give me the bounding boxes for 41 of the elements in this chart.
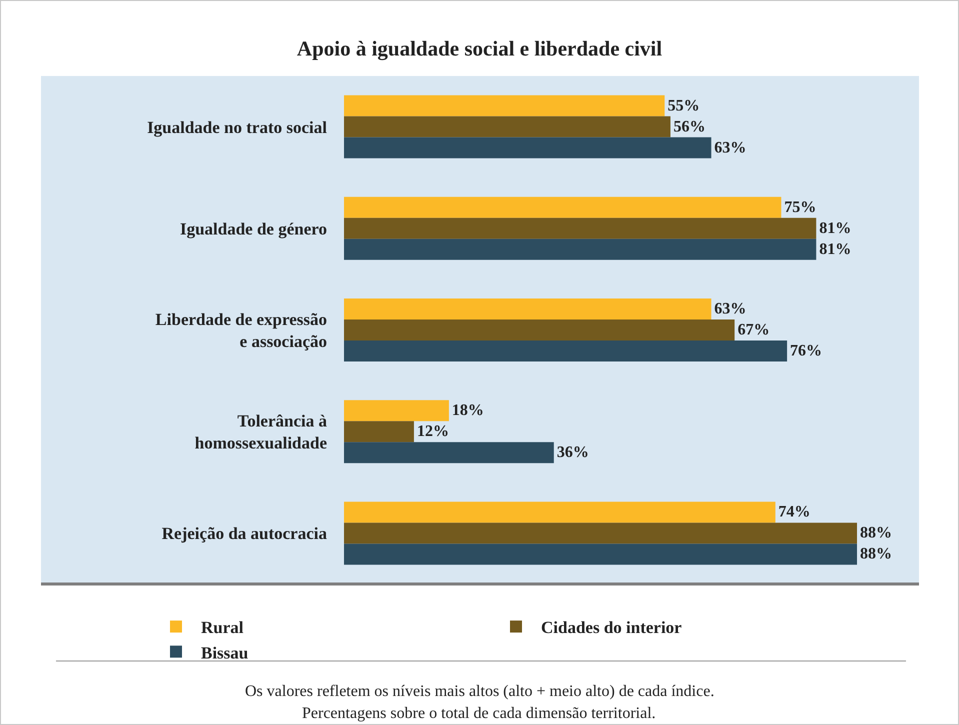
data-label: 74% — [778, 504, 810, 521]
bar — [344, 116, 670, 138]
bar — [344, 340, 788, 362]
bar — [344, 421, 414, 442]
y-tick-label: Rejeição da autocracia — [162, 524, 328, 544]
y-tick-label: Liberdade de expressão e associação — [155, 310, 327, 351]
bar — [344, 544, 857, 565]
bar — [344, 400, 449, 422]
bar — [344, 95, 665, 116]
chart-title: Apoio à igualdade social e liberdade civil — [296, 36, 662, 60]
legend-label: Cidades do interior — [541, 618, 682, 638]
bar — [344, 502, 776, 523]
data-label: 56% — [673, 118, 706, 136]
bar — [344, 238, 816, 260]
data-label: 12% — [416, 423, 449, 440]
bar — [344, 196, 782, 218]
data-label: 18% — [452, 402, 484, 420]
data-label: 63% — [714, 300, 746, 318]
data-label: 36% — [556, 444, 589, 462]
y-tick-label: Igualdade no trato social — [147, 118, 328, 137]
bar — [344, 137, 712, 158]
data-label: 76% — [790, 342, 822, 360]
data-label: 55% — [668, 97, 700, 114]
text: Os valores refletem os níveis mais altos (alto + meio alto) de cada índice. — [245, 683, 714, 700]
data-label: 75% — [784, 198, 816, 216]
y-tick-label: Tolerância à homossexualidade — [194, 412, 328, 453]
bar — [344, 320, 735, 340]
legend-label: Rural — [201, 618, 244, 638]
legend-label: Bissau — [201, 643, 248, 662]
data-label: 81% — [819, 220, 852, 237]
text: Percentagens sobre o total de cada dimensão territorial. — [302, 705, 656, 722]
bar — [344, 442, 554, 464]
data-label: 88% — [860, 524, 892, 542]
bar — [344, 298, 712, 320]
bar — [344, 218, 816, 239]
y-tick-label: Igualdade de género — [180, 219, 327, 238]
data-label: 81% — [819, 240, 852, 258]
data-label: 63% — [714, 139, 746, 156]
data-label: 88% — [860, 546, 892, 563]
bar — [344, 522, 857, 544]
data-label: 67% — [738, 322, 770, 338]
